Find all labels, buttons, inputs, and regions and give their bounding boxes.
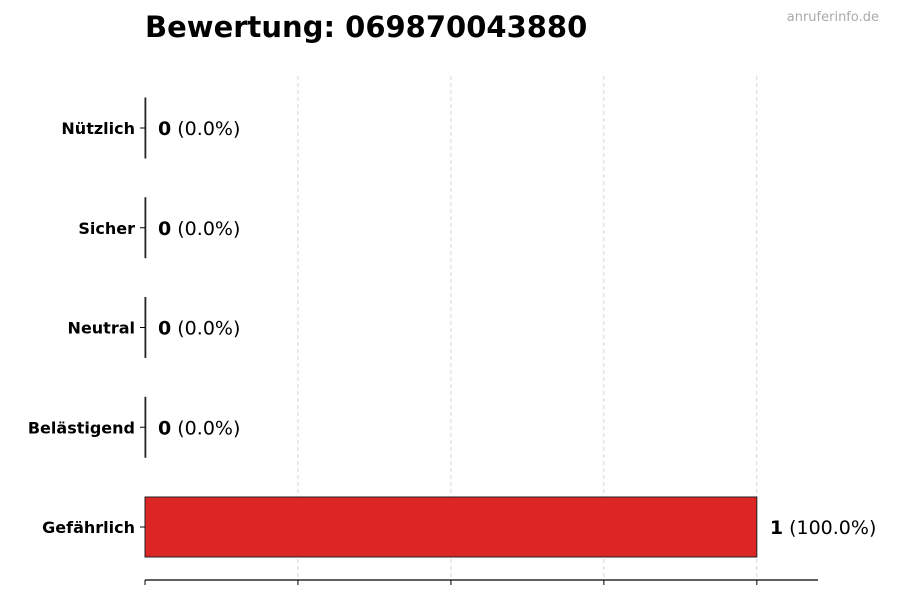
bar xyxy=(144,197,147,259)
data-label-percent: (0.0%) xyxy=(171,417,240,439)
data-label-count: 1 xyxy=(770,517,783,539)
data-label: 0 (0.0%) xyxy=(158,417,240,439)
data-label: 0 (0.0%) xyxy=(158,318,240,340)
y-tick-label: Nützlich xyxy=(61,119,135,138)
bar xyxy=(144,396,147,458)
y-tick-label: Neutral xyxy=(68,319,135,338)
bar xyxy=(144,297,147,358)
chart-title: Bewertung: 069870043880 xyxy=(145,10,588,44)
data-label-count: 0 xyxy=(158,218,171,240)
data-label: 1 (100.0%) xyxy=(770,517,877,539)
data-label: 0 (0.0%) xyxy=(158,218,240,240)
data-label-percent: (0.0%) xyxy=(171,118,240,140)
data-label: 0 (0.0%) xyxy=(158,118,240,140)
data-label-percent: (0.0%) xyxy=(171,318,240,340)
watermark: anruferinfo.de xyxy=(786,10,879,25)
data-label-percent: (0.0%) xyxy=(171,218,240,240)
data-label-percent: (100.0%) xyxy=(783,517,876,539)
data-label-count: 0 xyxy=(158,318,171,340)
bar xyxy=(144,97,147,159)
bar xyxy=(144,496,758,558)
y-tick-label: Sicher xyxy=(78,219,135,238)
y-tick-label: Belästigend xyxy=(28,418,135,437)
data-label-count: 0 xyxy=(158,118,171,140)
y-tick-label: Gefährlich xyxy=(42,518,135,537)
data-label-count: 0 xyxy=(158,417,171,439)
